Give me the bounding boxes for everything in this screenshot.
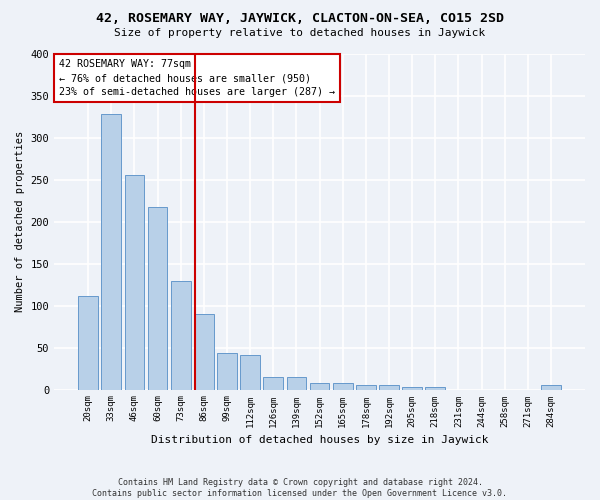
Bar (194, 314, 214, 390)
Bar (287, 377, 306, 390)
Bar (356, 384, 376, 390)
Bar (333, 383, 353, 390)
Bar (310, 383, 329, 390)
Text: Contains HM Land Registry data © Crown copyright and database right 2024.
Contai: Contains HM Land Registry data © Crown c… (92, 478, 508, 498)
X-axis label: Distribution of detached houses by size in Jaywick: Distribution of detached houses by size … (151, 435, 488, 445)
Bar (425, 387, 445, 390)
Bar (148, 206, 167, 390)
Y-axis label: Number of detached properties: Number of detached properties (15, 131, 25, 312)
Bar (125, 175, 144, 390)
Bar (541, 386, 561, 390)
Text: Size of property relative to detached houses in Jaywick: Size of property relative to detached ho… (115, 28, 485, 38)
Bar (403, 387, 422, 390)
Bar (217, 354, 237, 390)
Bar (78, 296, 98, 390)
Bar (241, 355, 260, 390)
Bar (171, 280, 191, 390)
Text: 42 ROSEMARY WAY: 77sqm
← 76% of detached houses are smaller (950)
23% of semi-de: 42 ROSEMARY WAY: 77sqm ← 76% of detached… (59, 59, 335, 97)
Bar (263, 377, 283, 390)
Bar (101, 114, 121, 390)
Bar (379, 384, 399, 390)
Text: 42, ROSEMARY WAY, JAYWICK, CLACTON-ON-SEA, CO15 2SD: 42, ROSEMARY WAY, JAYWICK, CLACTON-ON-SE… (96, 12, 504, 26)
